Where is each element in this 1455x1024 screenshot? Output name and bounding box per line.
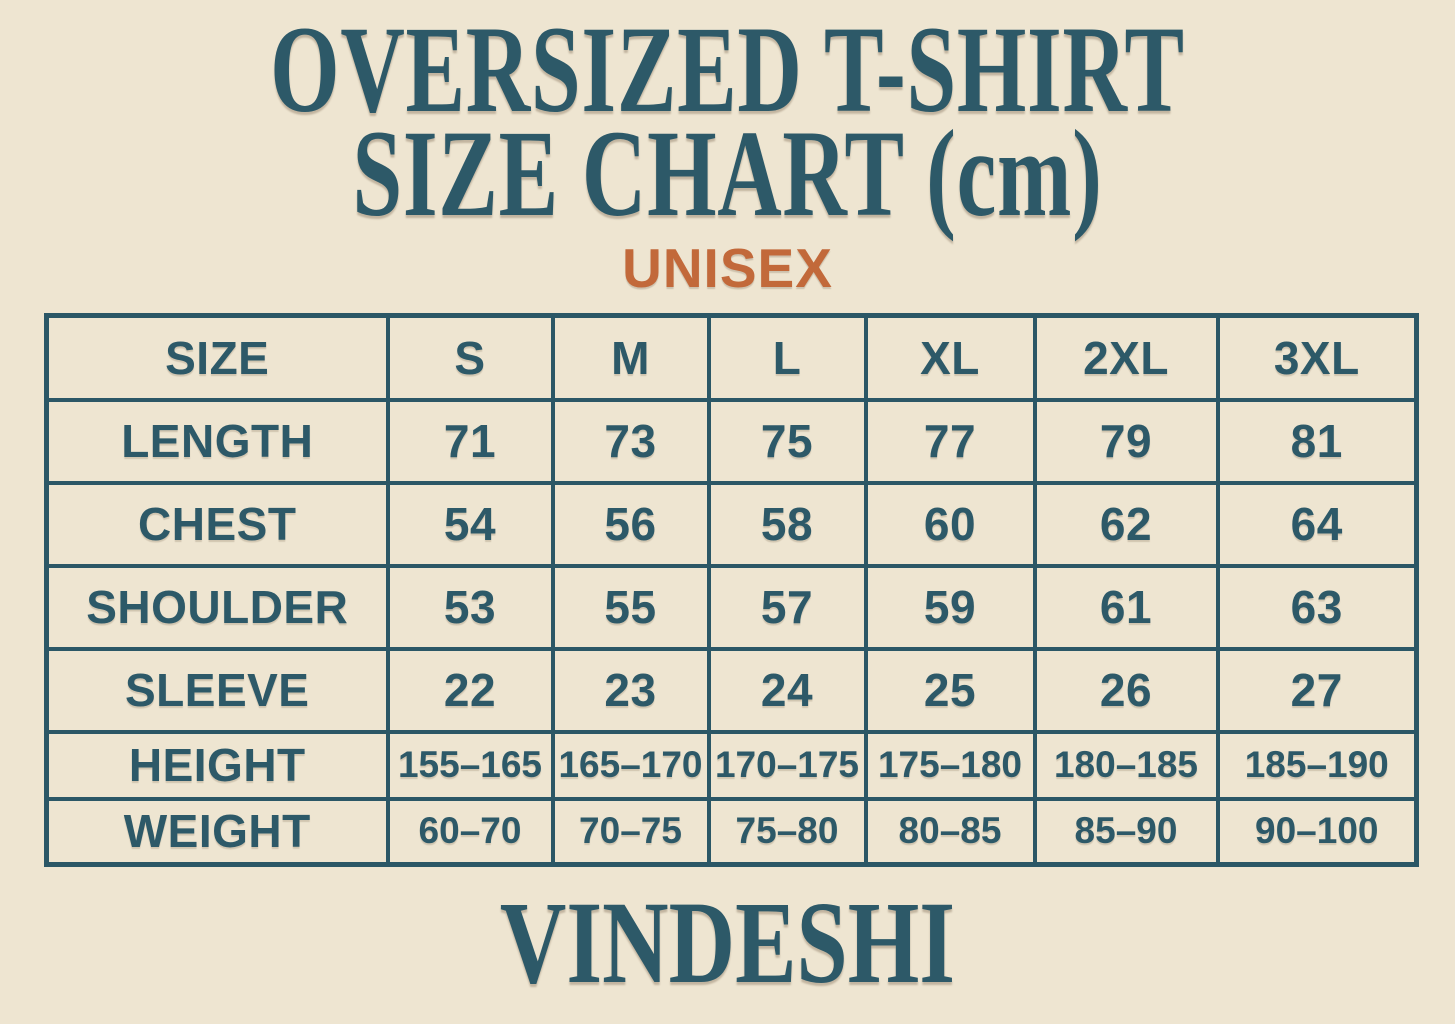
column-header-2xl: 2XL bbox=[1032, 313, 1220, 402]
table-cell: 57 bbox=[706, 563, 868, 651]
table-cell: 56 bbox=[550, 480, 711, 568]
row-label-weight: WEIGHT bbox=[44, 796, 390, 867]
table-cell: 22 bbox=[385, 646, 555, 734]
subtitle-unisex: UNISEX bbox=[622, 237, 833, 299]
table-cell: 62 bbox=[1032, 480, 1220, 568]
page-title-line1: OVERSIZED T-SHIRT bbox=[270, 1, 1185, 138]
brand-footer: VINDESHI bbox=[499, 877, 956, 1008]
table-cell: 80–85 bbox=[863, 796, 1037, 867]
table-cell: 27 bbox=[1215, 646, 1419, 734]
table-cell: 155–165 bbox=[385, 729, 555, 801]
table-cell: 59 bbox=[863, 563, 1037, 651]
table-cell: 75–80 bbox=[706, 796, 868, 867]
row-label-length: LENGTH bbox=[44, 397, 390, 485]
table-row-chest: CHEST 54 56 58 60 62 64 bbox=[44, 480, 1419, 568]
table-row-sleeve: SLEEVE 22 23 24 25 26 27 bbox=[44, 646, 1419, 734]
table-cell: 180–185 bbox=[1032, 729, 1220, 801]
table-cell: 185–190 bbox=[1215, 729, 1419, 801]
column-header-s: S bbox=[385, 313, 555, 402]
table-cell: 58 bbox=[706, 480, 868, 568]
column-header-m: M bbox=[550, 313, 711, 402]
table-cell: 85–90 bbox=[1032, 796, 1220, 867]
table-cell: 81 bbox=[1215, 397, 1419, 485]
table-cell: 53 bbox=[385, 563, 555, 651]
table-cell: 79 bbox=[1032, 397, 1220, 485]
page-title: OVERSIZED T-SHIRT SIZE CHART (cm) bbox=[204, 0, 1252, 242]
table-cell: 90–100 bbox=[1215, 796, 1419, 867]
table-cell: 165–170 bbox=[550, 729, 711, 801]
table-cell: 77 bbox=[863, 397, 1037, 485]
table-cell: 170–175 bbox=[706, 729, 868, 801]
table-cell: 70–75 bbox=[550, 796, 711, 867]
column-header-xl: XL bbox=[863, 313, 1037, 402]
table-row-shoulder: SHOULDER 53 55 57 59 61 63 bbox=[44, 563, 1419, 651]
table-cell: 60 bbox=[863, 480, 1037, 568]
table-row-length: LENGTH 71 73 75 77 79 81 bbox=[44, 397, 1419, 485]
row-label-height: HEIGHT bbox=[44, 729, 390, 801]
table-cell: 23 bbox=[550, 646, 711, 734]
size-chart-table: SIZE S M L XL 2XL 3XL LENGTH 71 73 75 77… bbox=[44, 313, 1419, 867]
table-cell: 61 bbox=[1032, 563, 1220, 651]
table-cell: 26 bbox=[1032, 646, 1220, 734]
table-row-weight: WEIGHT 60–70 70–75 75–80 80–85 85–90 90–… bbox=[44, 796, 1419, 867]
table-cell: 64 bbox=[1215, 480, 1419, 568]
table-cell: 175–180 bbox=[863, 729, 1037, 801]
column-header-3xl: 3XL bbox=[1215, 313, 1419, 402]
column-header-l: L bbox=[706, 313, 868, 402]
table-header-row: SIZE S M L XL 2XL 3XL bbox=[44, 313, 1419, 402]
table-cell: 63 bbox=[1215, 563, 1419, 651]
table-cell: 54 bbox=[385, 480, 555, 568]
table-cell: 24 bbox=[706, 646, 868, 734]
table-cell: 25 bbox=[863, 646, 1037, 734]
row-label-shoulder: SHOULDER bbox=[44, 563, 390, 651]
row-label-sleeve: SLEEVE bbox=[44, 646, 390, 734]
table-cell: 73 bbox=[550, 397, 711, 485]
table-row-height: HEIGHT 155–165 165–170 170–175 175–180 1… bbox=[44, 729, 1419, 801]
row-label-chest: CHEST bbox=[44, 480, 390, 568]
page-title-line2: SIZE CHART (cm) bbox=[352, 105, 1103, 242]
table-cell: 75 bbox=[706, 397, 868, 485]
table-cell: 55 bbox=[550, 563, 711, 651]
column-header-size: SIZE bbox=[44, 313, 390, 402]
table-cell: 60–70 bbox=[385, 796, 555, 867]
table-cell: 71 bbox=[385, 397, 555, 485]
